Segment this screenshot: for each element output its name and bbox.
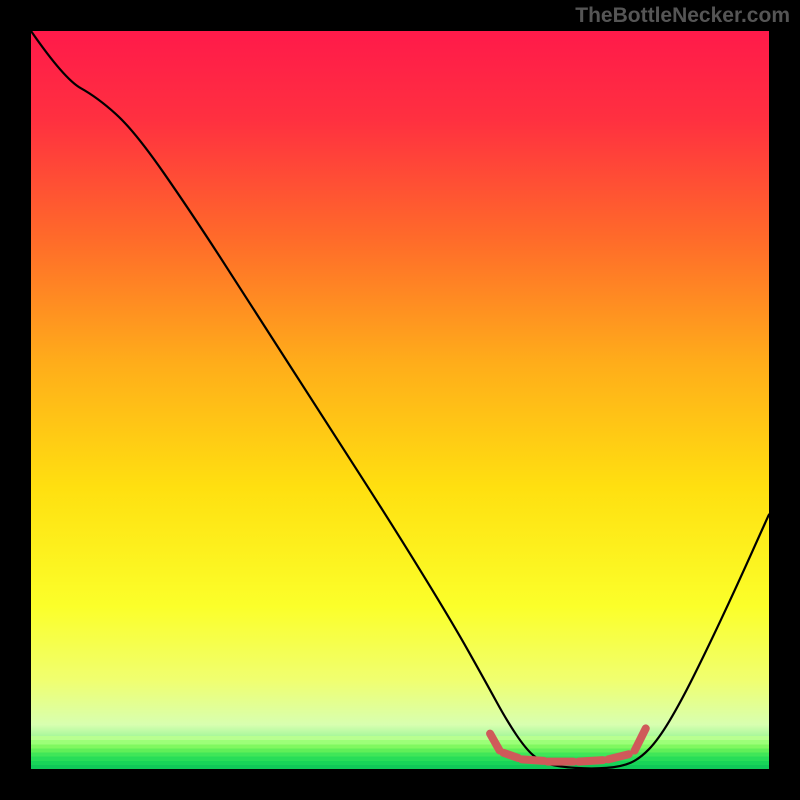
bottom-marks-group [490,728,646,761]
bottom-mark [579,760,603,761]
bottom-mark [503,753,518,758]
bottom-mark [608,754,629,759]
plot-area [31,31,769,769]
bottom-mark [635,728,646,750]
bottom-mark [522,759,544,760]
curve-layer [31,31,769,769]
attribution-text: TheBottleNecker.com [575,4,790,28]
bottom-mark [490,734,500,751]
main-curve [31,31,769,768]
